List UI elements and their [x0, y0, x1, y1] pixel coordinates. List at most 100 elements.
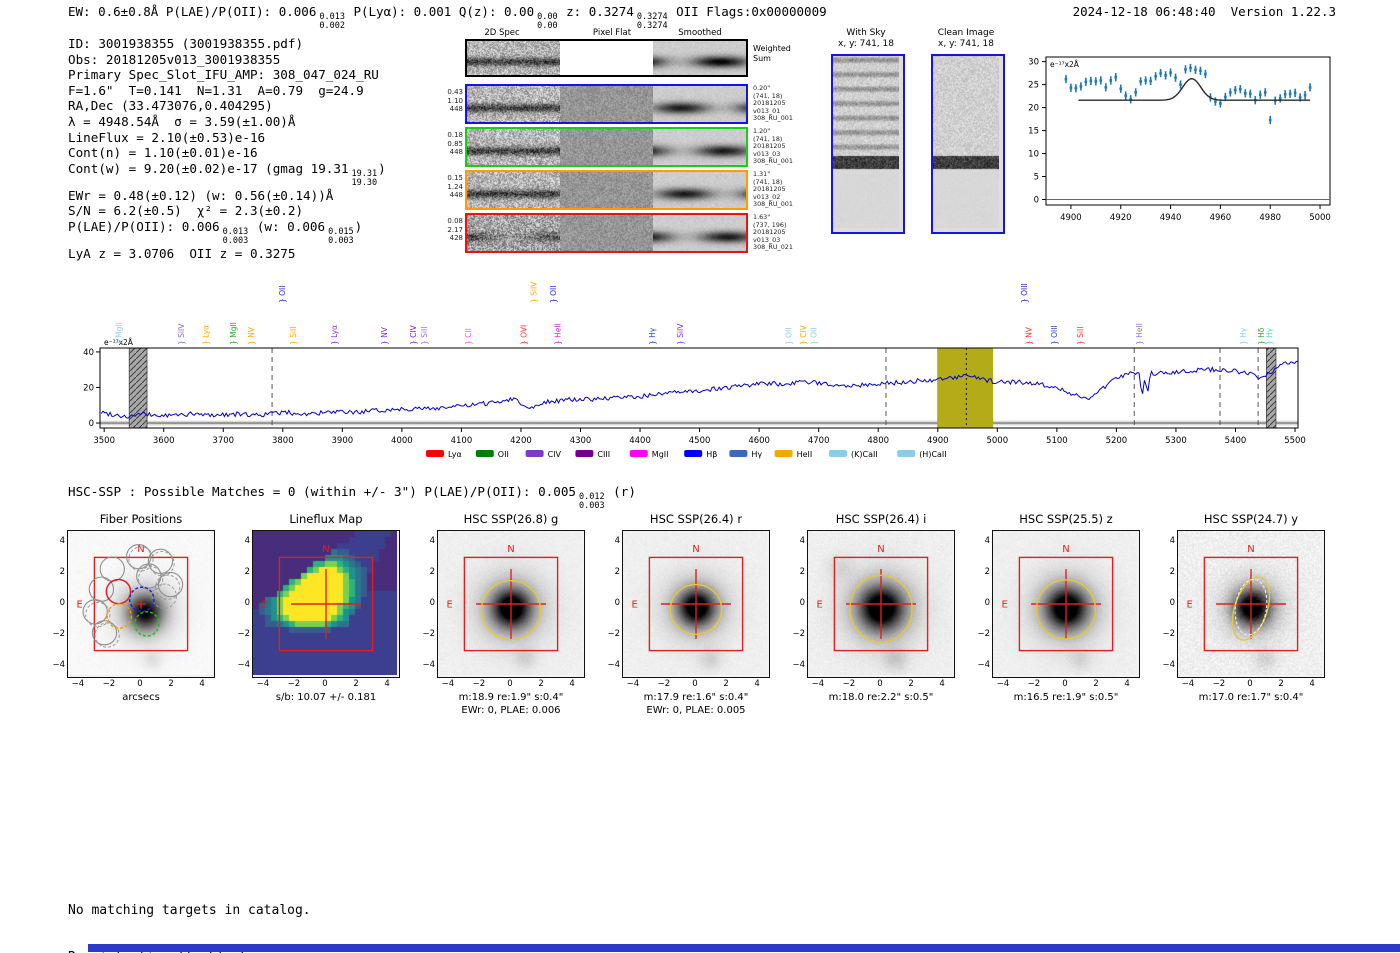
cutout-x-tick-label: 0	[1062, 679, 1068, 689]
uncertainty-lo: 0.3274	[636, 20, 668, 31]
emission-line-label: } NV	[247, 326, 256, 345]
left-label-line: 0.43	[447, 88, 463, 96]
fiber-circle-dashed	[155, 574, 181, 600]
data-point	[1114, 75, 1118, 79]
data-point	[1184, 68, 1187, 71]
compass-north: N	[692, 544, 699, 555]
extraction-box	[278, 556, 374, 652]
spectrum-x-tick-label: 4200	[510, 436, 532, 446]
cutout-panel: Fiber Positions N E −4 −4 −2 −2 0 0 2 2 4 4 arcsecs	[51, 510, 241, 725]
cutout-x-tick-label: 2	[908, 679, 914, 689]
cutout-y-tick-label: 2	[59, 566, 65, 577]
left-label-line: 448	[449, 148, 463, 156]
data-point	[1129, 97, 1133, 101]
emission-line-label: } OII	[784, 328, 793, 345]
extraction-box	[1203, 556, 1299, 652]
cutout-title: Fiber Positions	[99, 512, 183, 526]
catalog-match-note: No matching targets in catalog. Row inte…	[68, 872, 311, 953]
data-point	[1268, 118, 1272, 122]
spec2d-cell-canvas	[467, 215, 560, 251]
spectrum-frame	[99, 347, 1299, 429]
cutout-y-tick-label: −4	[1162, 660, 1175, 671]
annotation-line: 20181205	[753, 142, 786, 151]
annotation-line: v013_01	[753, 106, 781, 115]
info-line: P(LAE)/P(OII): 0.006 0.013 0.003 (w: 0.006…	[68, 219, 386, 246]
extraction-box	[463, 556, 559, 652]
fit-y-tick-label: 20	[1028, 104, 1039, 114]
left-label-line: 0.85	[447, 139, 463, 148]
cutout-sub-label-1: s/b: 10.07 +/- 0.181	[275, 692, 377, 703]
spec2d-cell-canvas	[653, 41, 746, 75]
left-label-line: 1.10	[447, 96, 463, 105]
annotation-line: 308_RU_001	[753, 200, 793, 209]
annotation-line: 20181205	[753, 228, 786, 237]
left-label-line: 448	[449, 105, 463, 113]
selected-fiber-circle	[105, 578, 132, 605]
emission-line-label: } NV	[380, 326, 389, 345]
clean-image-coords: x, y: 741, 18	[938, 39, 994, 49]
info-line: S/N = 6.2(±0.5) χ² = 2.3(±0.2)	[68, 203, 386, 219]
next-report-row-edge	[88, 944, 1400, 952]
spectrum-x-tick-label: 3500	[93, 436, 115, 446]
gaussian-fit-curve	[1078, 78, 1311, 101]
stacked-uncertainty: 0.013 0.003	[223, 227, 249, 246]
info-line: F=1.6" T=0.141 N=1.31 A=0.79 g=24.9	[68, 83, 386, 99]
text-run: Primary Spec_Slot_IFU_AMP: 308_047_024_R…	[68, 67, 379, 83]
data-point	[1234, 88, 1237, 92]
cutout-x-tick-label: 2	[1093, 679, 1099, 689]
compass-east: E	[76, 600, 82, 611]
annotation-line: (737, 196)	[753, 220, 787, 229]
info-line: LineFlux = 2.10(±0.53)e-16	[68, 130, 386, 146]
annotation-line: 1.31"	[753, 170, 771, 178]
info-line: Cont(w) = 9.20(±0.02)e-17 (gmag 19.31 19.…	[68, 161, 386, 188]
left-label-line: 0.18	[447, 131, 463, 139]
segmentation-ellipse	[1234, 578, 1268, 636]
spectrum-x-tick-label: 3700	[212, 436, 234, 446]
data-point	[1124, 94, 1128, 97]
data-point	[1169, 71, 1172, 74]
aperture-ellipse	[1035, 579, 1097, 640]
clean-image-title: Clean Image x, y: 741, 18	[911, 28, 1021, 50]
emission-line-label: } Lyα	[201, 325, 210, 345]
spectrum-x-tick-label: 5100	[1046, 436, 1068, 446]
cutout-x-tick-label: 0	[877, 679, 883, 689]
emission-line-label: } Lyα	[330, 325, 339, 345]
spectrum-y-tick-label: 20	[83, 383, 94, 393]
text-run: Cont(w) = 9.20(±0.02)e-17 (gmag 19.31	[68, 160, 349, 176]
text-run: LyA z = 3.0706 OII z = 0.3275	[68, 245, 296, 261]
spec2d-row-annotation: 1.20" (741, 18) 20181205 v013_03 308_RU_001	[753, 127, 793, 166]
spec2d-col-title-2dspec: 2D Spec	[484, 28, 520, 38]
annotation-line: (741, 18)	[753, 177, 783, 186]
cutout-y-tick-label: 0	[1169, 598, 1175, 608]
spectrum-x-tick-label: 5500	[1284, 436, 1306, 446]
text-run: S/N = 6.2(±0.5) χ² = 2.3(±0.2)	[68, 203, 304, 219]
fiber-circle	[157, 571, 184, 598]
spec2d-cell-canvas	[653, 129, 746, 165]
cutout-panel: HSC SSP(24.7) y N E −4 −4 −2 −2 0 0 2 2 4 4 m:17.0 re…	[1161, 510, 1351, 725]
emission-line-label: } SiII	[420, 327, 429, 345]
cutout-x-tick-label: −2	[1027, 679, 1041, 689]
cutout-panel: Lineflux Map N E −4 −4 −2 −2 0 0 2 2 4 4 s/b: 10.07 +…	[236, 510, 426, 725]
stacked-uncertainty: 0.012 0.003	[579, 493, 605, 511]
cutout-y-tick-label: −2	[422, 629, 435, 640]
legend-swatch	[774, 450, 793, 457]
fit-x-tick-label: 5000	[1309, 213, 1331, 223]
legend-swatch	[525, 450, 544, 457]
cutout-y-tick-label: −4	[607, 660, 620, 671]
spec2d-cell-canvas	[560, 41, 653, 75]
cutout-panel: HSC SSP(26.4) r N E −4 −4 −2 −2 0 0 2 2 4 4 m:17.9 re…	[606, 510, 796, 725]
data-point	[1288, 92, 1292, 96]
cutout-y-tick-label: 4	[244, 535, 250, 546]
selected-fiber-circle	[128, 586, 155, 613]
cutout-sub-label-2: EWr: 0, PLAE: 0.006	[461, 705, 561, 716]
annotation-line: 20181205	[753, 185, 786, 194]
cutout-x-tick-label: −4	[996, 679, 1010, 689]
data-point	[1298, 96, 1302, 99]
spec2d-cell-canvas	[560, 86, 653, 122]
legend-swatch	[897, 450, 916, 457]
cutout-sub-label-1: m:18.0 re:2.2" s:0.5"	[828, 692, 934, 703]
spec2d-row-left-labels: 0.15 1.24 448	[440, 174, 463, 200]
cutout-y-tick-label: 2	[429, 566, 435, 577]
emission-line-label: } Hγ	[1239, 327, 1248, 345]
